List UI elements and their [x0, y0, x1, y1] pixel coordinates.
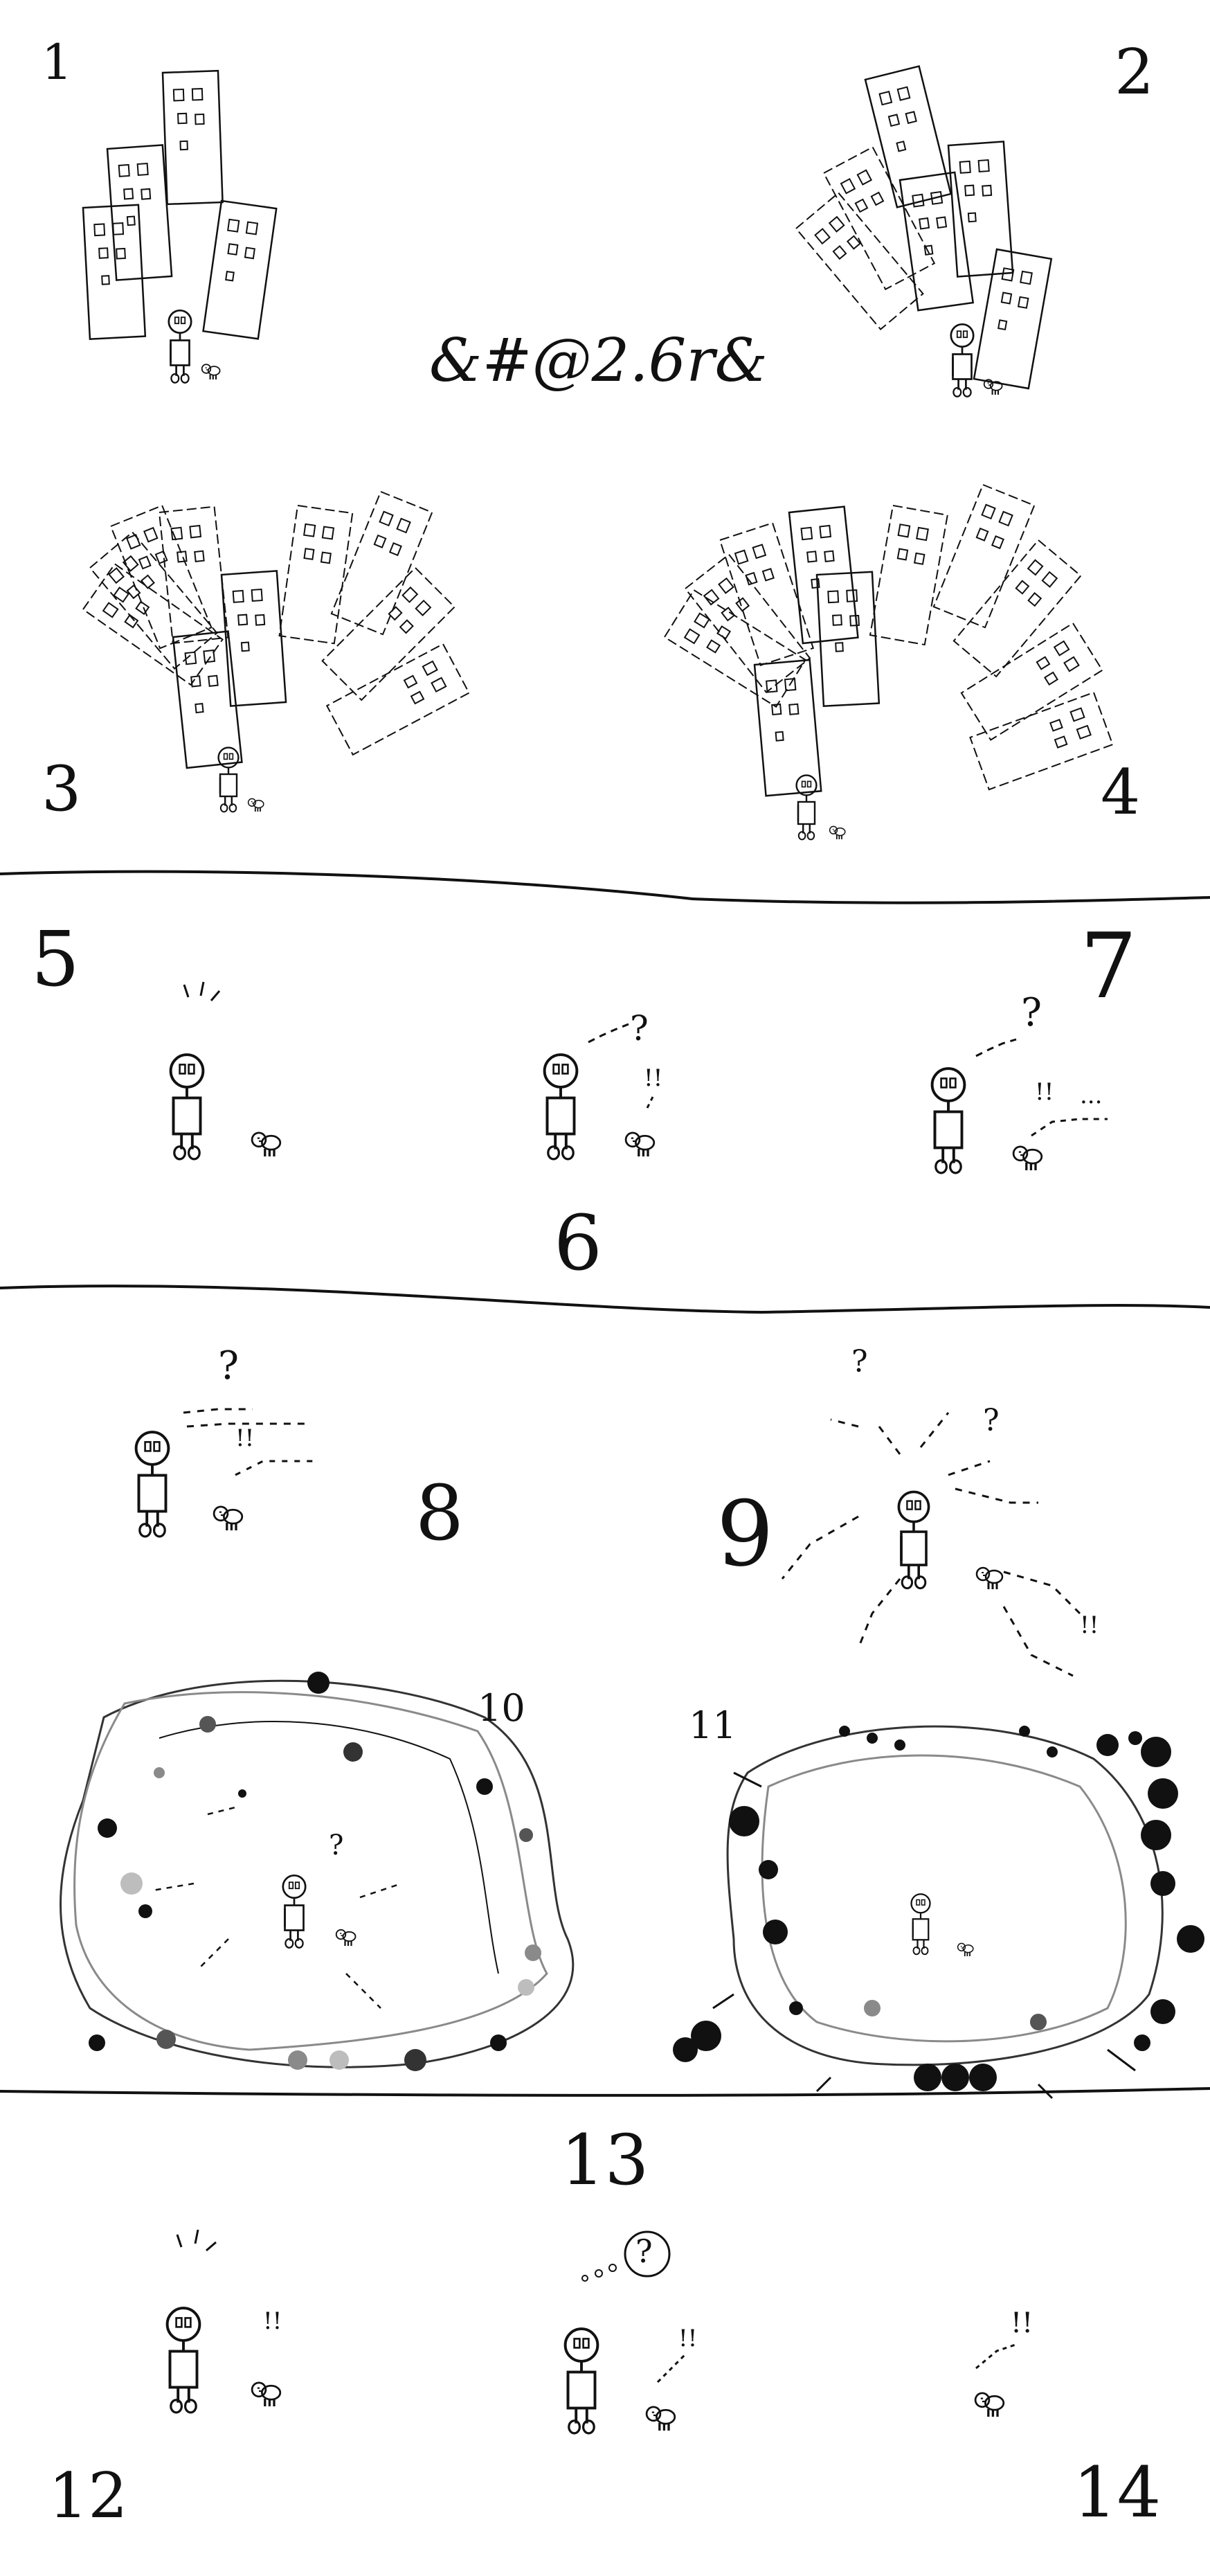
- exclaim-mark-12: !!: [263, 2307, 282, 2335]
- exclaim-mark-13: !!: [678, 2325, 698, 2352]
- panel-label-1: 1: [42, 34, 73, 91]
- question-mark-7: ?: [1021, 990, 1042, 1035]
- dots-mark-7: ...: [1080, 1082, 1103, 1109]
- panel-14-scene: [974, 2343, 1018, 2418]
- divider-line-1: [0, 870, 1210, 904]
- panel-13-scene: [563, 2230, 687, 2435]
- panel-label-11: 11: [689, 1703, 737, 1747]
- panel-label-8: 8: [415, 1469, 464, 1557]
- panel-label-7: 7: [1080, 913, 1137, 1019]
- panel-1-city: [82, 69, 278, 384]
- panel-7-scene: [930, 1038, 1108, 1174]
- panel-4-city: [664, 484, 1114, 841]
- panel-9-scene: [781, 1412, 1081, 1677]
- question-mark-9a: ?: [851, 1344, 868, 1379]
- panel-label-12: 12: [48, 2460, 128, 2532]
- panel-8-scene: [134, 1408, 318, 1538]
- panel-5-scene: [169, 981, 282, 1161]
- panel-11-chaos: [673, 1725, 1204, 2100]
- exclaim-mark-9: !!: [1080, 1611, 1099, 1639]
- question-mark-9b: ?: [983, 1403, 1000, 1438]
- panel-label-3: 3: [42, 753, 82, 825]
- panel-label-6: 6: [554, 1199, 602, 1287]
- divider-line-2: [0, 1285, 1210, 1314]
- panel-label-2: 2: [1114, 36, 1155, 109]
- exclaim-mark-7: !!: [1035, 1078, 1054, 1106]
- panel-10-chaos: [60, 1672, 575, 2071]
- signature: &#@2.6r&: [429, 326, 768, 395]
- exclaim-mark-6: !!: [644, 1064, 663, 1092]
- exclaim-mark-8: !!: [235, 1424, 255, 1452]
- question-mark-6: ?: [630, 1008, 649, 1048]
- thought-question: ?: [635, 2233, 653, 2270]
- panel-label-9: 9: [716, 1481, 774, 1586]
- panel-label-4: 4: [1101, 756, 1141, 829]
- panel-2-city: [795, 65, 1053, 398]
- divider-line-3: [0, 2087, 1210, 2097]
- panel-label-5: 5: [31, 915, 80, 1003]
- panel-12-scene: [165, 2229, 282, 2414]
- panel-3-city: [82, 491, 470, 813]
- exclaim-mark-14: !!: [1011, 2307, 1033, 2339]
- thought-bubble: [624, 2230, 671, 2278]
- panel-6-scene: [543, 1023, 656, 1161]
- question-mark-8: ?: [218, 1343, 240, 1388]
- panel-label-10: 10: [478, 1686, 525, 1730]
- panel-label-13: 13: [561, 2120, 649, 2201]
- question-mark-10: ?: [329, 1830, 344, 1861]
- panel-label-14: 14: [1073, 2452, 1162, 2533]
